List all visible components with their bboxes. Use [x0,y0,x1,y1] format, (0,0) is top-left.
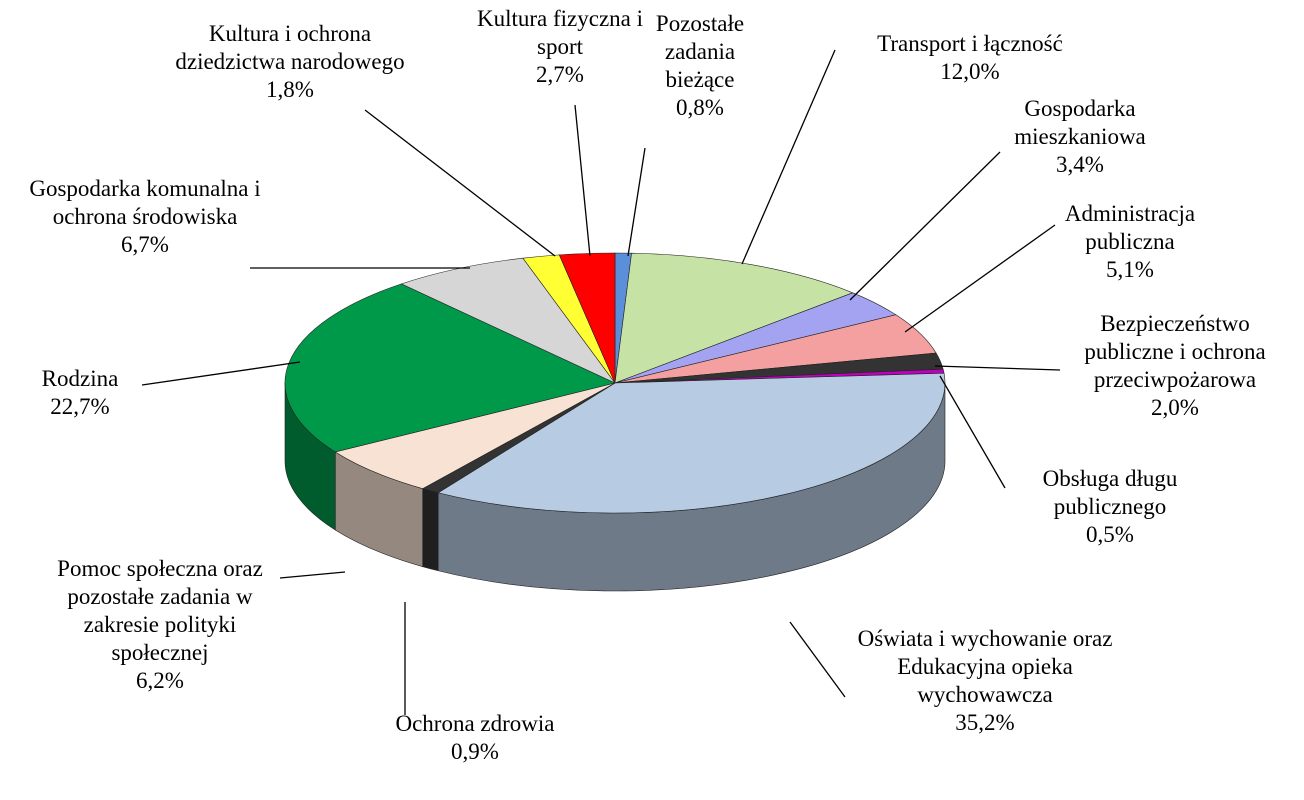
slice-label: Kultura i ochrona dziedzictwa narodowego… [175,20,405,104]
slice [437,372,946,514]
value-label: 1,8% [266,77,314,102]
value-label: 0,5% [1086,522,1134,547]
slice [614,252,854,384]
category-label: Ochrona zdrowia [395,711,555,736]
slice-label: Pomoc społeczna oraz pozostałe zadania w… [35,555,285,695]
value-label: 6,7% [121,232,169,257]
value-label: 22,7% [50,394,110,419]
leader-line [939,375,1006,489]
category-label: Bezpieczeństwo publiczne i ochrona przec… [1084,311,1266,392]
leader-line [789,621,846,698]
category-label: Pozostałe zadania bieżące [655,11,745,92]
leader-line [849,151,1001,301]
leader-line [934,365,1061,371]
leader-line [279,571,346,579]
category-label: Administracja publiczna [1064,201,1196,254]
category-label: Kultura i ochrona dziedzictwa narodowego [175,21,405,74]
slice [558,252,616,384]
slice-label: Rodzina 22,7% [15,365,145,421]
value-label: 3,4% [1056,152,1104,177]
slice-label: Gospodarka komunalna i ochrona środowisk… [20,175,270,259]
category-label: Rodzina [41,366,119,391]
pie-sides [284,382,946,592]
value-label: 6,2% [136,668,184,693]
value-label: 2,7% [536,62,584,87]
slice-label: Ochrona zdrowia 0,9% [355,710,595,766]
slice-label: Gospodarka mieszkaniowa 3,4% [990,95,1170,179]
category-label: Pomoc społeczna oraz pozostałe zadania w… [57,556,263,665]
leader-line [574,104,591,257]
leader-line [741,49,836,265]
slice-label: Obsługa długu publicznego 0,5% [1020,465,1200,549]
category-label: Gospodarka komunalna i ochrona środowisk… [29,176,261,229]
value-label: 0,9% [451,739,499,764]
leader-line [141,361,301,386]
category-label: Gospodarka mieszkaniowa [1014,96,1146,149]
slice-label: Pozostałe zadania bieżące 0,8% [635,10,765,122]
leader-line [364,109,556,257]
value-label: 2,0% [1151,395,1199,420]
category-label: Obsługa długu publicznego [1042,466,1178,519]
value-label: 5,1% [1106,257,1154,282]
slice-label: Administracja publiczna 5,1% [1040,200,1220,284]
value-label: 35,2% [955,710,1015,735]
leader-line [627,147,646,257]
pie-tops [284,252,946,514]
slice-side [422,488,439,572]
slice-label: Kultura fizyczna i sport 2,7% [475,5,645,89]
category-label: Kultura fizyczna i sport [476,6,644,59]
leader-line [904,224,1056,333]
category-label: Oświata i wychowanie oraz Edukacyjna opi… [857,626,1113,707]
slice [334,382,616,489]
category-label: Transport i łączność [877,31,1063,56]
slice-label: Transport i łączność 12,0% [835,30,1105,86]
slice-label: Bezpieczeństwo publiczne i ochrona przec… [1055,310,1295,422]
value-label: 12,0% [940,59,1000,84]
value-label: 0,8% [676,95,724,120]
slice-label: Oświata i wychowanie oraz Edukacyjna opi… [855,625,1115,737]
